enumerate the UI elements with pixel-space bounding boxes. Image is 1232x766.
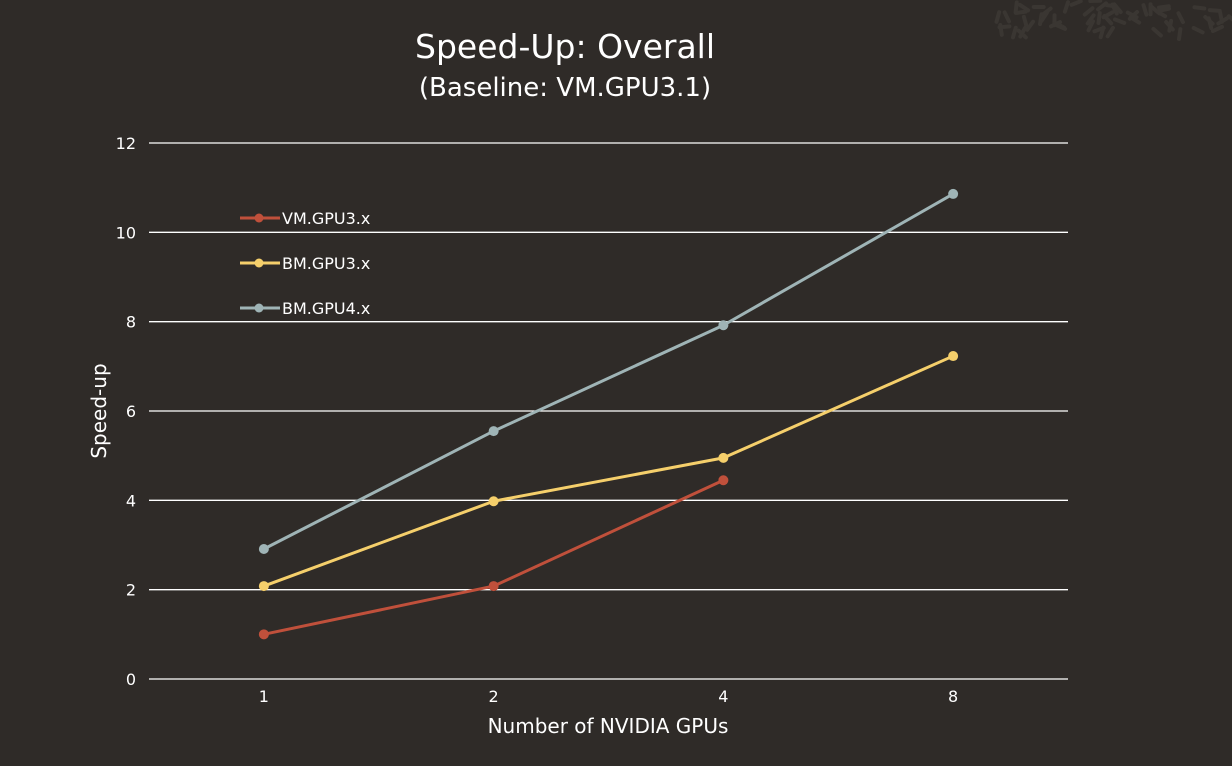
- decor-stroke: [1088, 0, 1103, 4]
- decor-stroke: [1226, 14, 1232, 25]
- decor-stroke: [1085, 13, 1096, 26]
- series-line: [263, 192, 954, 551]
- decor-stroke: [1025, 19, 1036, 32]
- series-line: [263, 354, 954, 588]
- data-point: [258, 544, 269, 555]
- legend-item: VM.GPU3.x: [240, 209, 370, 228]
- decor-stroke: [1157, 6, 1172, 13]
- decor-stroke: [1105, 25, 1115, 39]
- gridlines: [149, 142, 1068, 680]
- decor-stroke: [1069, 0, 1083, 7]
- legend-item: BM.GPU4.x: [240, 299, 370, 318]
- decor-stroke: [1149, 4, 1162, 16]
- x-tick-label: 2: [489, 687, 499, 706]
- series-bm-gpu3-x: [258, 351, 959, 592]
- decor-stroke: [1141, 3, 1149, 17]
- decor-stroke: [1031, 4, 1046, 9]
- decor-stroke: [1110, 2, 1119, 16]
- y-tick-labels: 0 2 4 6 8 10 12: [116, 134, 136, 689]
- x-tick-labels: 1 2 4 8: [259, 687, 958, 706]
- x-axis-label: Number of NVIDIA GPUs: [488, 714, 729, 738]
- legend-label: VM.GPU3.x: [282, 209, 370, 228]
- decor-stroke: [1206, 16, 1214, 30]
- legend-label: BM.GPU4.x: [282, 299, 370, 318]
- chart-title: Speed-Up: Overall: [415, 27, 715, 66]
- y-tick-label: 0: [126, 670, 136, 689]
- decor-stroke: [1018, 25, 1028, 39]
- legend-marker: [254, 213, 264, 223]
- x-tick-label: 4: [718, 687, 728, 706]
- decor-stroke: [1010, 25, 1018, 40]
- y-tick-label: 6: [126, 402, 136, 421]
- series-vm-gpu3-x: [258, 475, 729, 640]
- chart-subtitle: (Baseline: VM.GPU3.1): [419, 73, 711, 103]
- data-point: [258, 581, 269, 592]
- decor-stroke: [1216, 16, 1229, 26]
- decor-stroke: [1207, 8, 1222, 13]
- decor-stroke: [1112, 2, 1123, 15]
- x-tick-label: 1: [259, 687, 269, 706]
- y-axis-label: Speed-up: [87, 363, 111, 458]
- legend: VM.GPU3.x BM.GPU3.x BM.GPU4.x: [240, 209, 370, 318]
- decor-stroke: [998, 22, 1004, 37]
- decor-stroke: [1176, 11, 1185, 25]
- decor-stroke: [1082, 6, 1095, 17]
- decor-stroke: [1191, 25, 1205, 35]
- data-point: [488, 496, 499, 507]
- decor-stroke: [1040, 6, 1053, 17]
- legend-item: BM.GPU3.x: [240, 254, 370, 273]
- decor-stroke: [1102, 14, 1114, 26]
- data-point: [258, 629, 269, 640]
- decor-stroke: [1127, 9, 1140, 21]
- y-tick-label: 8: [126, 313, 136, 332]
- decor-stroke: [1151, 26, 1163, 38]
- decor-stroke: [1210, 24, 1224, 34]
- decor-stroke: [1002, 10, 1011, 24]
- data-point: [718, 452, 729, 463]
- decor-stroke: [994, 10, 1002, 24]
- decor-stroke: [1112, 17, 1127, 25]
- decor-stroke: [1092, 25, 1106, 34]
- decor-stroke: [1086, 19, 1095, 33]
- decor-stroke: [1062, 0, 1071, 14]
- legend-marker: [254, 303, 264, 313]
- series-group: [258, 188, 959, 640]
- decor-stroke: [1017, 2, 1031, 13]
- decor-stroke: [1021, 14, 1029, 29]
- decor-stroke: [1096, 11, 1102, 25]
- x-tick-label: 8: [948, 687, 958, 706]
- decor-stroke: [1176, 27, 1183, 42]
- data-point: [948, 351, 959, 362]
- y-tick-label: 10: [116, 223, 136, 242]
- data-point: [948, 188, 959, 199]
- y-tick-label: 2: [126, 581, 136, 600]
- legend-label: BM.GPU3.x: [282, 254, 370, 273]
- series-bm-gpu4-x: [258, 188, 959, 555]
- decor-stroke: [1096, 1, 1109, 12]
- data-point: [718, 320, 729, 331]
- y-tick-label: 4: [126, 491, 136, 510]
- data-point: [488, 426, 499, 437]
- data-point: [718, 475, 729, 486]
- y-tick-label: 12: [116, 134, 136, 153]
- decor-stroke: [1049, 20, 1063, 29]
- decor-stroke: [1192, 5, 1207, 11]
- legend-marker: [254, 258, 264, 268]
- decor-stroke: [1164, 19, 1175, 32]
- decorative-pattern: [994, 0, 1232, 42]
- decor-stroke: [1013, 0, 1019, 15]
- data-point: [488, 581, 499, 592]
